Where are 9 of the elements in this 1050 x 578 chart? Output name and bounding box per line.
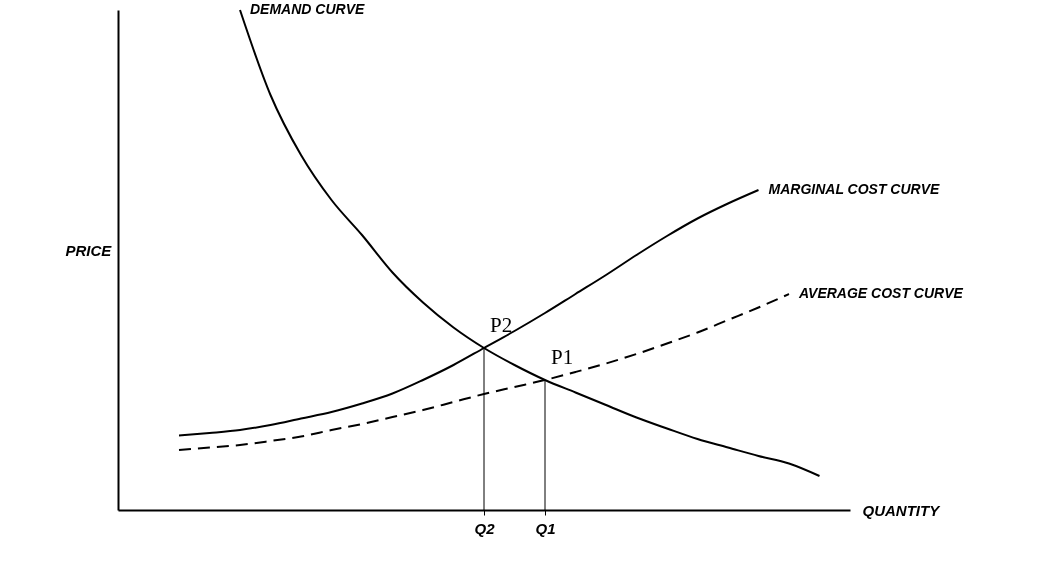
x-tick-label: Q1 bbox=[535, 519, 556, 537]
y-axis-title: PRICE bbox=[65, 241, 113, 259]
series-label: AVERAGE COST CURVE bbox=[798, 285, 964, 301]
series-label: DEMAND CURVE bbox=[250, 1, 365, 17]
x-axis-title: QUANTITY bbox=[862, 501, 942, 519]
x-tick-label: Q2 bbox=[474, 519, 496, 537]
annotation: P1 bbox=[551, 345, 574, 369]
series-label: MARGINAL COST CURVE bbox=[768, 181, 941, 197]
annotation: P2 bbox=[490, 313, 513, 337]
